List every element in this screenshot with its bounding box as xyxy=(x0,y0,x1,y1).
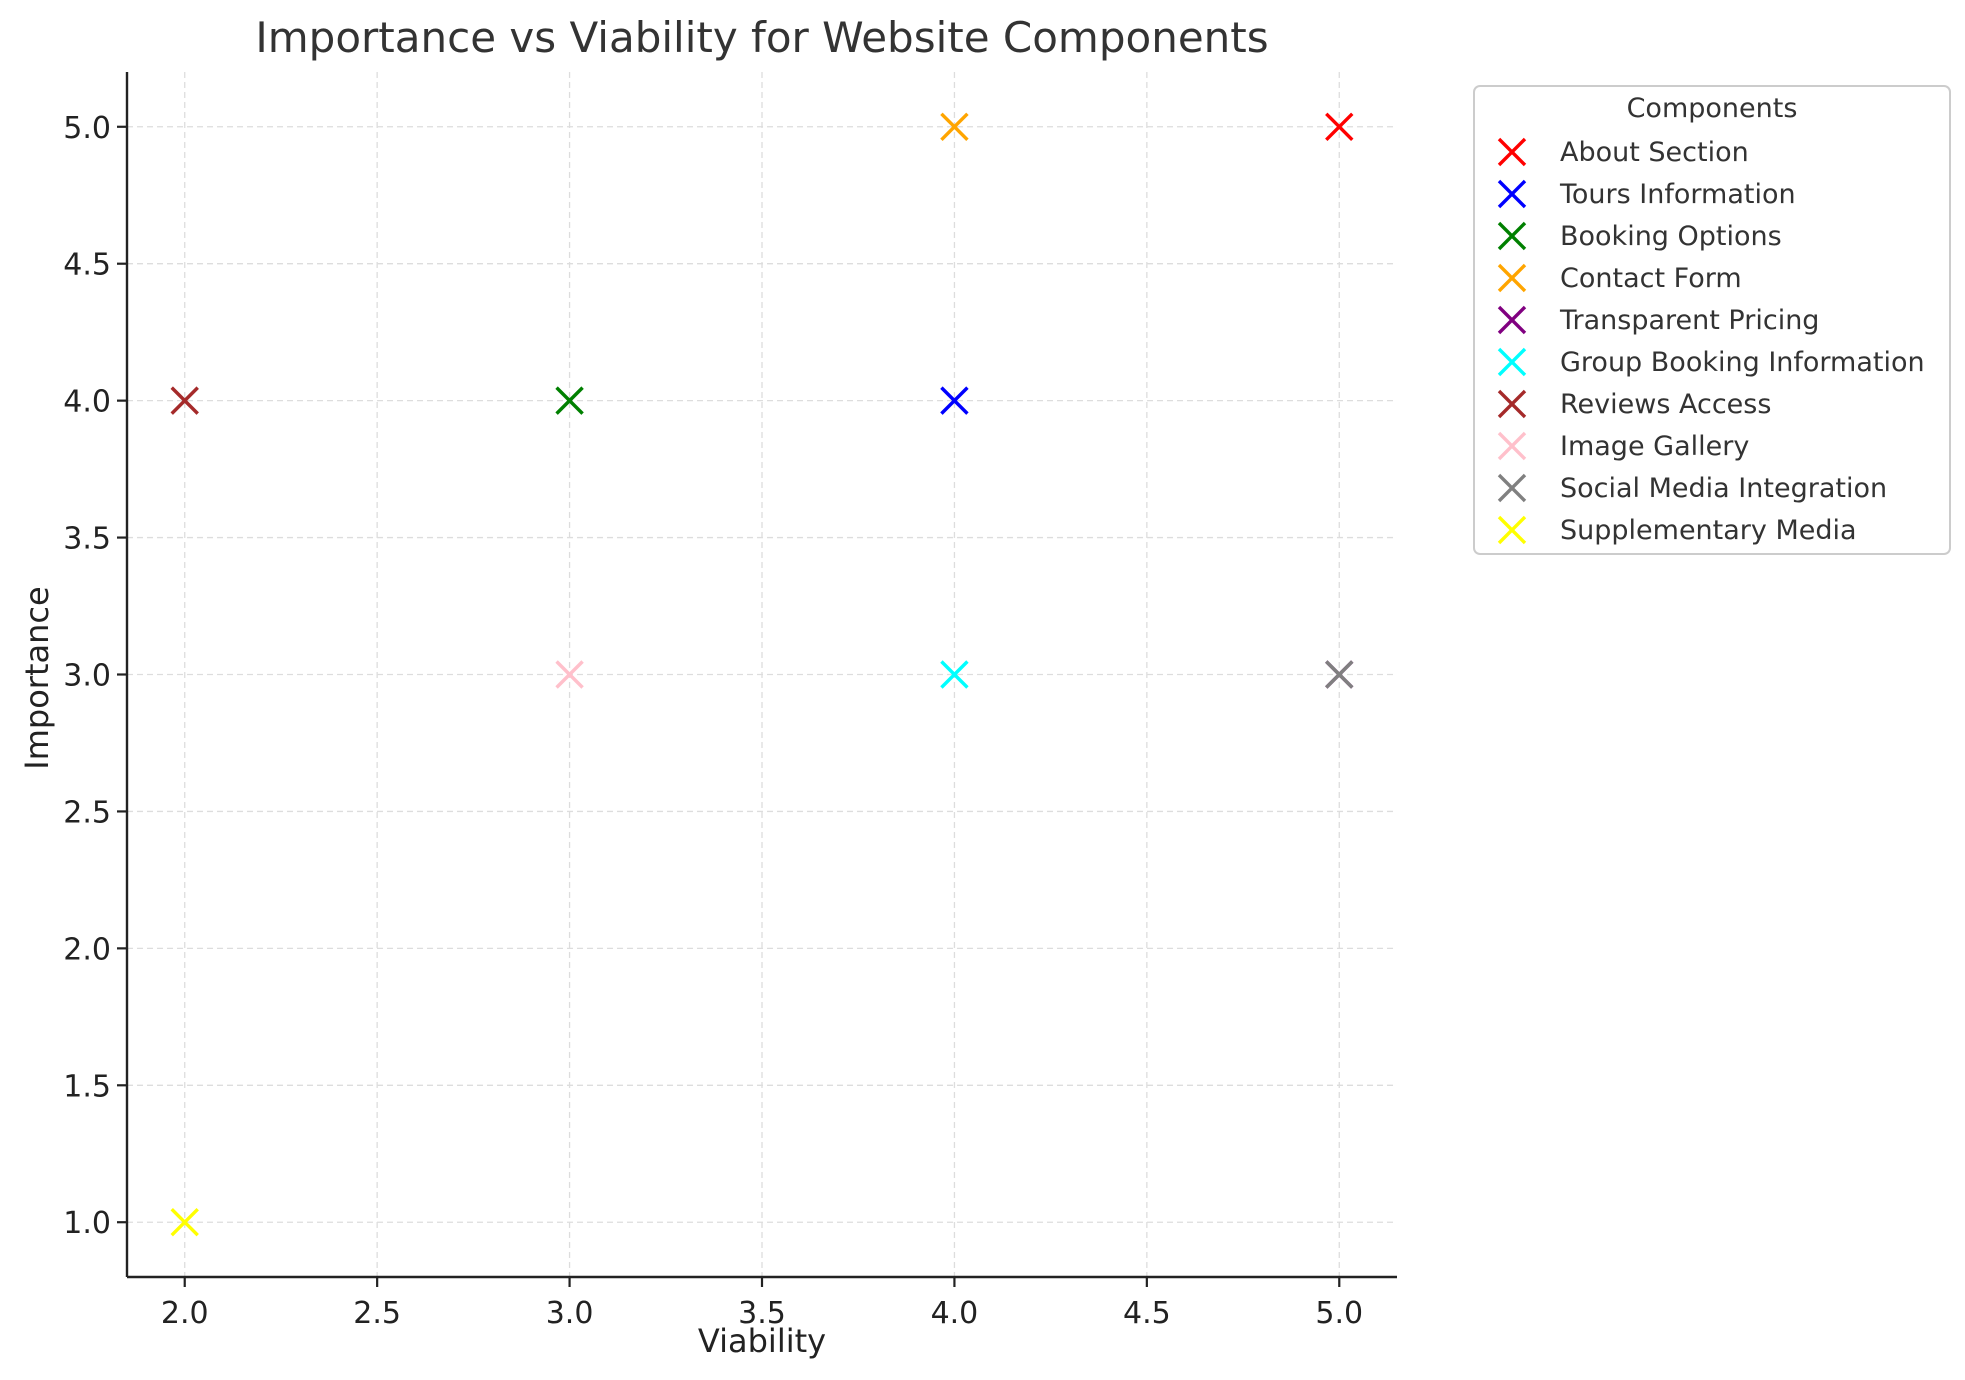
y-tick-label: 5.0 xyxy=(63,111,111,146)
y-tick-label: 2.5 xyxy=(63,795,111,830)
legend-title: Components xyxy=(1627,93,1798,124)
legend-marker xyxy=(1497,431,1527,461)
legend-label: Tours Information xyxy=(1559,179,1796,210)
legend-label: Supplementary Media xyxy=(1560,515,1857,546)
y-tick-label: 4.5 xyxy=(63,248,111,283)
legend-marker xyxy=(1497,305,1527,335)
data-point-contact-form xyxy=(940,112,969,141)
data-point-social-media-integration xyxy=(1325,660,1354,689)
axes-layer: 2.0 2.5 3.0 3.5 4.0 4.5 5.0 1.0 1.5 2.0 2.5 3.0 3.5 4… xyxy=(63,72,1397,1331)
y-tick-label: 4.0 xyxy=(63,385,111,420)
y-tick-label: 3.5 xyxy=(63,522,111,557)
data-point-reviews-access xyxy=(170,386,199,415)
legend-box xyxy=(1473,85,1951,555)
legend-marker xyxy=(1497,137,1527,167)
y-tick-label: 1.0 xyxy=(63,1206,111,1241)
x-tick-label: 3.5 xyxy=(738,1296,786,1331)
x-tick-label: 4.0 xyxy=(931,1296,979,1331)
data-point-about-section xyxy=(1325,112,1354,141)
grid-layer xyxy=(127,72,1397,1277)
data-point-tours-information xyxy=(940,386,969,415)
data-point-booking-options xyxy=(555,386,584,415)
legend-label: Group Booking Information xyxy=(1560,347,1925,378)
y-axis-label: Importance xyxy=(18,586,56,769)
y-tick-label: 2.0 xyxy=(63,932,111,967)
legend-label: Transparent Pricing xyxy=(1559,305,1819,336)
y-tick-label: 1.5 xyxy=(63,1069,111,1104)
legend-label: Social Media Integration xyxy=(1560,473,1887,504)
data-point-group-booking-information xyxy=(940,660,969,689)
x-tick-label: 2.5 xyxy=(353,1296,401,1331)
legend-label: Image Gallery xyxy=(1560,431,1749,462)
legend-marker xyxy=(1497,221,1527,251)
x-tick-label: 4.5 xyxy=(1123,1296,1171,1331)
legend-marker xyxy=(1497,473,1527,503)
data-point-supplementary-media xyxy=(170,1208,199,1237)
legend-marker xyxy=(1497,263,1527,293)
points-layer xyxy=(170,112,1354,1237)
legend-label: About Section xyxy=(1560,137,1749,168)
legend-label: Contact Form xyxy=(1560,263,1742,294)
x-axis-label: Viability xyxy=(698,1322,826,1360)
legend-label: Booking Options xyxy=(1560,221,1782,252)
x-tick-label: 2.0 xyxy=(161,1296,209,1331)
legend-marker xyxy=(1497,389,1527,419)
legend: Components About Section Tours Informatio… xyxy=(1473,85,1951,555)
data-point-image-gallery xyxy=(555,660,584,689)
x-tick-label: 3.0 xyxy=(546,1296,594,1331)
y-tick-label: 3.0 xyxy=(63,659,111,694)
legend-label: Reviews Access xyxy=(1560,389,1771,420)
chart-title: Importance vs Viability for Website Comp… xyxy=(255,13,1268,62)
legend-marker xyxy=(1497,347,1527,377)
x-tick-label: 5.0 xyxy=(1315,1296,1363,1331)
legend-items: About Section Tours Information Booking Op… xyxy=(1497,137,1925,546)
legend-marker xyxy=(1497,515,1527,545)
legend-marker xyxy=(1497,179,1527,209)
